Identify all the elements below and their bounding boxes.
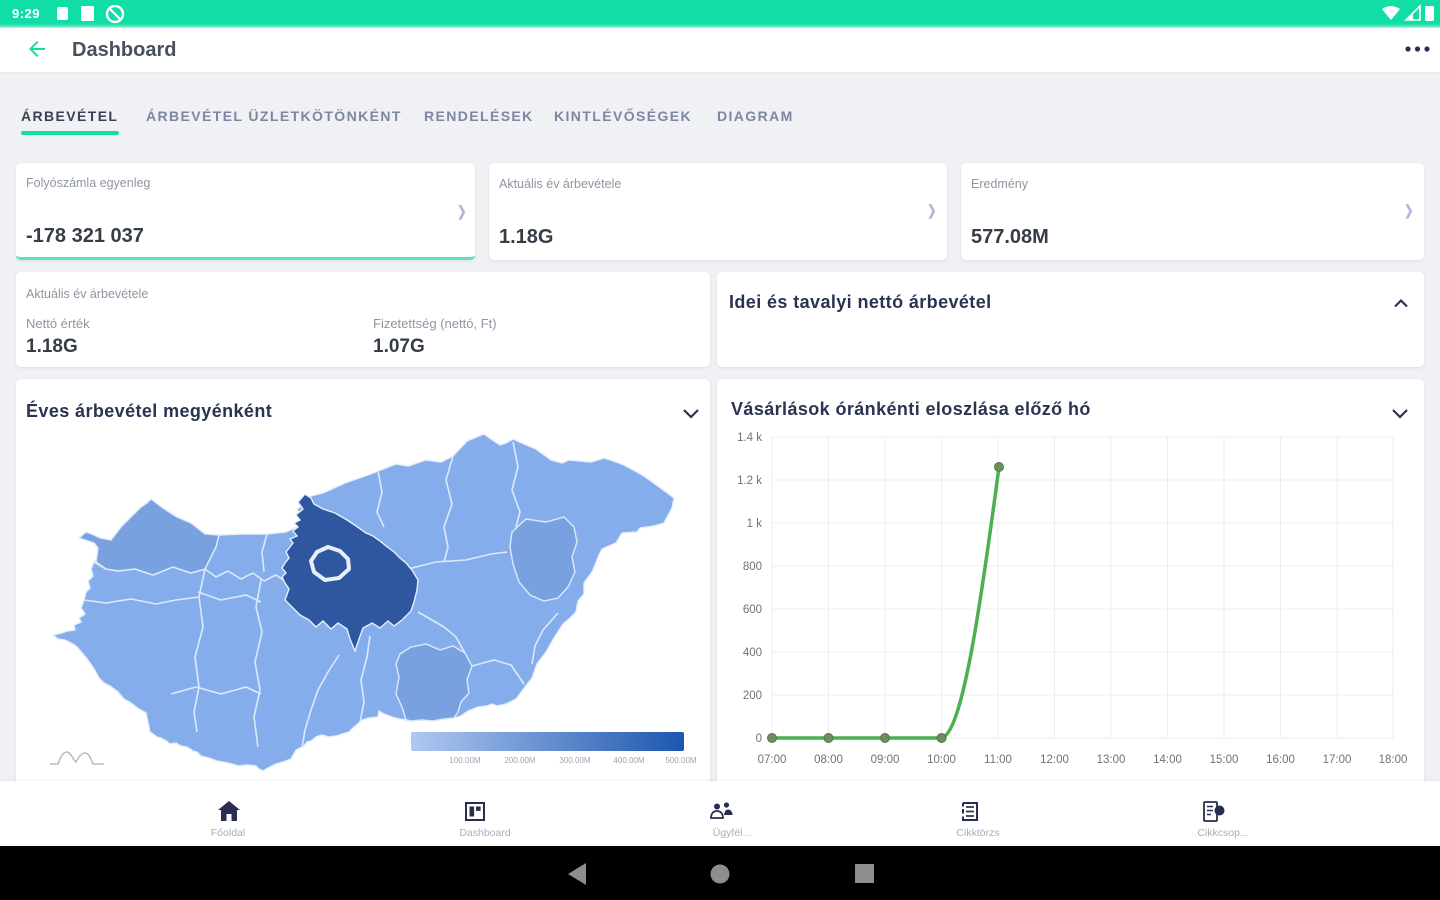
svg-text:07:00: 07:00 [758, 754, 787, 766]
svg-text:200: 200 [743, 690, 762, 702]
svg-text:600: 600 [743, 604, 762, 616]
svg-text:400.00M: 400.00M [613, 756, 644, 765]
svg-text:300.00M: 300.00M [559, 756, 590, 765]
svg-text:11:00: 11:00 [984, 754, 1012, 766]
svg-text:500.00M: 500.00M [665, 756, 696, 765]
svg-text:10:00: 10:00 [927, 754, 956, 766]
svg-text:12:00: 12:00 [1040, 754, 1069, 766]
svg-text:13:00: 13:00 [1097, 754, 1126, 766]
svg-text:16:00: 16:00 [1266, 754, 1295, 766]
svg-text:14:00: 14:00 [1153, 754, 1182, 766]
svg-text:15:00: 15:00 [1210, 754, 1239, 766]
svg-text:200.00M: 200.00M [504, 756, 535, 765]
svg-text:1.2 k: 1.2 k [737, 475, 762, 487]
svg-text:17:00: 17:00 [1323, 754, 1352, 766]
svg-text:18:00: 18:00 [1379, 754, 1408, 766]
svg-text:1 k: 1 k [747, 518, 763, 530]
svg-text:09:00: 09:00 [871, 754, 900, 766]
svg-text:0: 0 [756, 733, 762, 745]
svg-text:100.00M: 100.00M [449, 756, 480, 765]
svg-text:400: 400 [743, 647, 762, 659]
svg-text:1.4 k: 1.4 k [737, 432, 762, 444]
svg-text:800: 800 [743, 561, 762, 573]
svg-text:08:00: 08:00 [814, 754, 843, 766]
